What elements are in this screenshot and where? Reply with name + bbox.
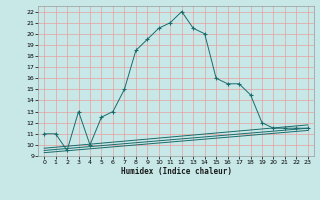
X-axis label: Humidex (Indice chaleur): Humidex (Indice chaleur) (121, 167, 231, 176)
